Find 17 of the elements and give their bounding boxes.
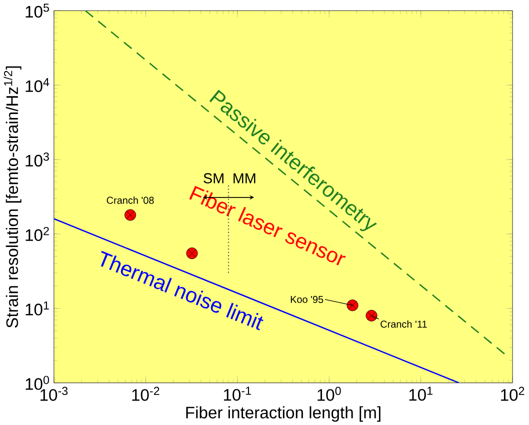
y-tick-label: 10$^{1}$ [26, 301, 49, 316]
y-tick-label: 10$^{3}$ [26, 152, 49, 166]
annotation: SM [204, 172, 224, 184]
annotation: Koo '95 [290, 296, 324, 303]
y-tick-label: 10$^{2}$ [26, 226, 49, 241]
annotation: Cranch '08 [106, 196, 154, 204]
annotation: Cranch '11 [380, 320, 427, 328]
x-tick-label: 10$^{-2}$ [132, 386, 160, 401]
x-tick-label: 10$^{-1}$ [224, 386, 251, 401]
x-tick-label: 10$^{2}$ [501, 386, 524, 401]
x-axis-title: Fiber interaction length [m] [186, 406, 380, 422]
y-tick-label: 10$^{4}$ [26, 78, 50, 92]
x-tick-label: 10$^{0}$ [318, 386, 341, 401]
annotation: MM [234, 173, 256, 184]
y-axis-title: Strain resolution [femto-strain/Hz$^{1/2}$] [4, 66, 22, 328]
x-tick-label: 10$^{1}$ [409, 386, 432, 401]
y-tick-label: 10$^{5}$ [26, 3, 49, 18]
